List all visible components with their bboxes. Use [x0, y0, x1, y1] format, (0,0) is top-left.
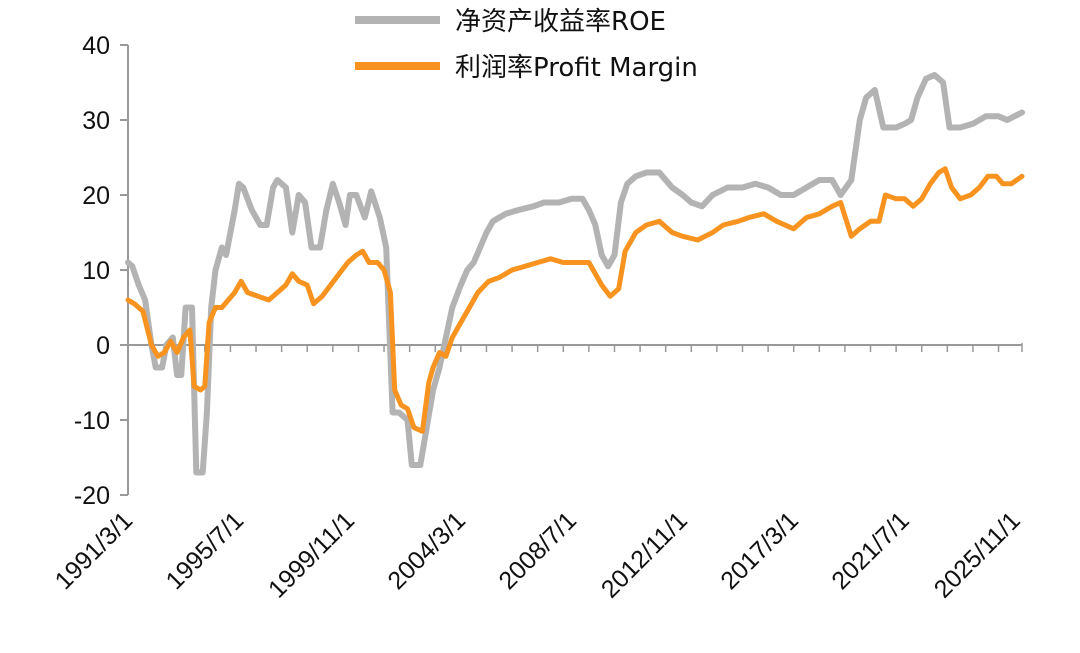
y-tick-label: 30	[82, 107, 110, 135]
x-tick-label: 2021/7/1	[826, 506, 915, 595]
x-tick-label: 1991/3/1	[50, 506, 139, 595]
y-tick-label: 0	[96, 332, 110, 360]
y-tick-label: -10	[74, 407, 110, 435]
x-tick-label: 1995/7/1	[161, 506, 250, 595]
legend-label-profit-margin: 利润率Profit Margin	[455, 53, 698, 83]
y-tick-label: 10	[82, 257, 110, 285]
x-tick-label: 2008/7/1	[493, 506, 582, 595]
series-line-profit-margin	[125, 166, 1025, 434]
legend-label-roe: 净资产收益率ROE	[455, 7, 666, 37]
y-tick-label: -20	[74, 482, 110, 510]
series-line-roe	[125, 72, 1025, 476]
y-tick-label: 20	[82, 182, 110, 210]
x-tick-label: 2025/11/1	[929, 506, 1026, 603]
x-tick-label: 1999/11/1	[263, 506, 360, 603]
x-tick-label: 2012/11/1	[596, 506, 693, 603]
x-tick-label: 2004/3/1	[382, 506, 471, 595]
x-tick-label: 2017/3/1	[715, 506, 804, 595]
legend: 净资产收益率ROE 利润率Profit Margin	[355, 7, 698, 83]
y-tick-label: 40	[82, 32, 110, 60]
series-lines	[125, 72, 1025, 476]
